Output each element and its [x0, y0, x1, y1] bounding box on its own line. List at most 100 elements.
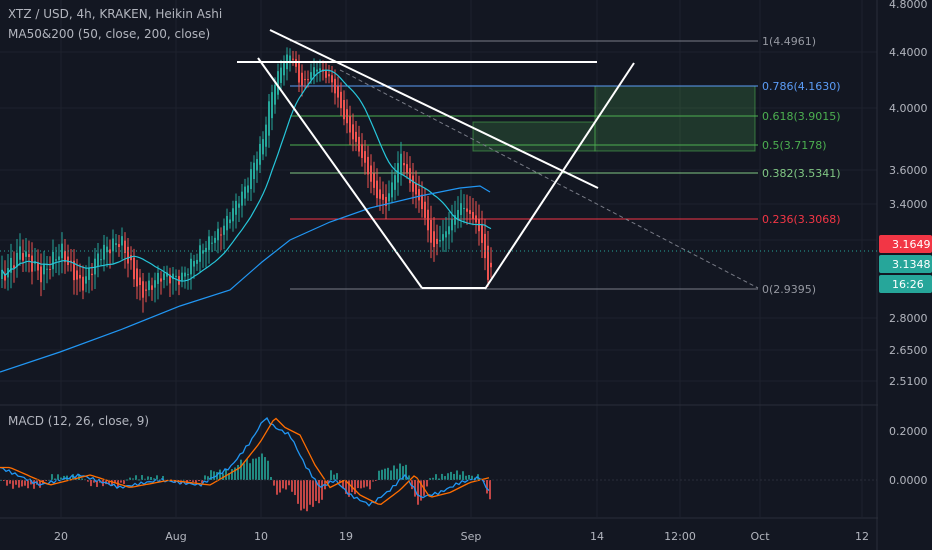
candle-body: [343, 100, 345, 120]
candle-body: [400, 153, 402, 173]
candle-body: [52, 251, 54, 270]
candle-body: [184, 272, 186, 277]
macd-histogram-bar: [267, 460, 269, 480]
candle-body: [121, 236, 123, 246]
candle-body: [367, 156, 369, 175]
macd-histogram-bar: [288, 480, 290, 486]
macd-histogram-bar: [87, 480, 89, 482]
chart-title[interactable]: XTZ / USD, 4h, KRAKEN, Heikin Ashi: [8, 7, 223, 21]
macd-histogram-bar: [393, 465, 395, 480]
candle-body: [334, 78, 336, 94]
candle-body: [112, 238, 114, 252]
macd-histogram-bar: [366, 480, 368, 487]
macd-histogram-bar: [240, 459, 242, 480]
candle-body: [319, 68, 321, 71]
candle-body: [415, 183, 417, 195]
macd-histogram-bar: [459, 474, 461, 480]
descending-trend-line: [269, 29, 599, 189]
candle-body: [307, 79, 309, 81]
macd-histogram-bar: [261, 453, 263, 480]
price-tick-label: 4.8000: [889, 0, 928, 11]
candle-body: [460, 203, 462, 215]
macd-histogram-bar: [318, 480, 320, 504]
macd-histogram-bar: [144, 478, 146, 480]
candle-body: [115, 243, 117, 245]
candle-body: [463, 207, 465, 210]
candle-body: [448, 226, 450, 235]
macd-histogram-bar: [321, 480, 323, 500]
candle-body: [361, 144, 363, 158]
macd-histogram-bar: [336, 473, 338, 480]
candle-body: [280, 67, 282, 83]
macd-histogram-bar: [234, 467, 236, 480]
macd-histogram-bar: [192, 480, 194, 482]
candle-body: [469, 210, 471, 214]
candle-body: [196, 259, 198, 264]
macd-histogram-bar: [24, 480, 26, 486]
macd-histogram-bar: [60, 477, 62, 480]
candle-body: [82, 276, 84, 291]
candle-body: [262, 139, 264, 155]
candle-body: [421, 194, 423, 209]
current-price-badge: 3.1348: [892, 258, 931, 271]
macd-histogram-bar: [369, 480, 371, 490]
candle-body: [385, 196, 387, 206]
macd-histogram-bar: [270, 477, 272, 480]
candle-body: [187, 274, 189, 276]
macd-histogram-bar: [171, 480, 173, 482]
macd-histogram-bar: [228, 473, 230, 480]
candle-body: [22, 253, 24, 261]
candles: [1, 47, 492, 313]
candle-body: [337, 86, 339, 98]
candle-body: [169, 274, 171, 284]
macd-histogram-bar: [420, 480, 422, 501]
candle-body: [85, 276, 87, 284]
time-tick-label: 14: [590, 530, 604, 543]
macd-histogram-bar: [390, 470, 392, 480]
macd-histogram-bar: [453, 473, 455, 480]
candle-body: [232, 208, 234, 222]
macd-histogram-bar: [351, 480, 353, 493]
macd-histogram-bar: [315, 480, 317, 501]
trend-drawings[interactable]: [237, 29, 759, 290]
price-tick-label: 2.8000: [889, 312, 928, 325]
macd-histogram-bar: [225, 469, 227, 480]
macd-histogram-bar: [294, 480, 296, 496]
macd-histogram-bar: [273, 480, 275, 486]
macd-histogram-bar: [342, 480, 344, 489]
candle-body: [289, 55, 291, 62]
candle-body: [127, 246, 129, 264]
macd-legend[interactable]: MACD (12, 26, close, 9): [8, 414, 150, 428]
macd-histogram-bar: [132, 478, 134, 480]
candle-body: [76, 270, 78, 280]
candle-body: [379, 189, 381, 199]
candle-body: [466, 208, 468, 212]
candle-body: [310, 72, 312, 80]
candle-body: [190, 258, 192, 275]
macd-histogram-bar: [309, 480, 311, 505]
wedge-left-line: [257, 57, 423, 289]
time-tick-label: 20: [54, 530, 68, 543]
macd-histogram-bar: [387, 467, 389, 480]
candle-body: [244, 186, 246, 199]
candle-body: [118, 244, 120, 247]
macd-histogram-bar: [246, 459, 248, 480]
macd-histogram-bar: [450, 471, 452, 480]
candle-body: [328, 74, 330, 77]
candle-body: [373, 173, 375, 188]
candle-body: [274, 84, 276, 105]
macd-histogram-bar: [432, 477, 434, 480]
macd-histogram-bar: [12, 480, 14, 489]
candle-body: [433, 231, 435, 248]
price-tick-label: 2.6500: [889, 344, 928, 357]
fib-zone-upper: [594, 85, 756, 152]
macd-histogram-bar: [39, 480, 41, 488]
candle-body: [409, 168, 411, 184]
candle-body: [139, 277, 141, 286]
candle-body: [97, 253, 99, 267]
fibonacci-retracement[interactable]: 1(4.4961) 0.786(4.1630) 0.618(3.9015) 0.5(3…: [290, 35, 841, 296]
ma-legend[interactable]: MA50&200 (50, close, 200, close): [8, 27, 211, 41]
macd-histogram-bar: [96, 480, 98, 487]
